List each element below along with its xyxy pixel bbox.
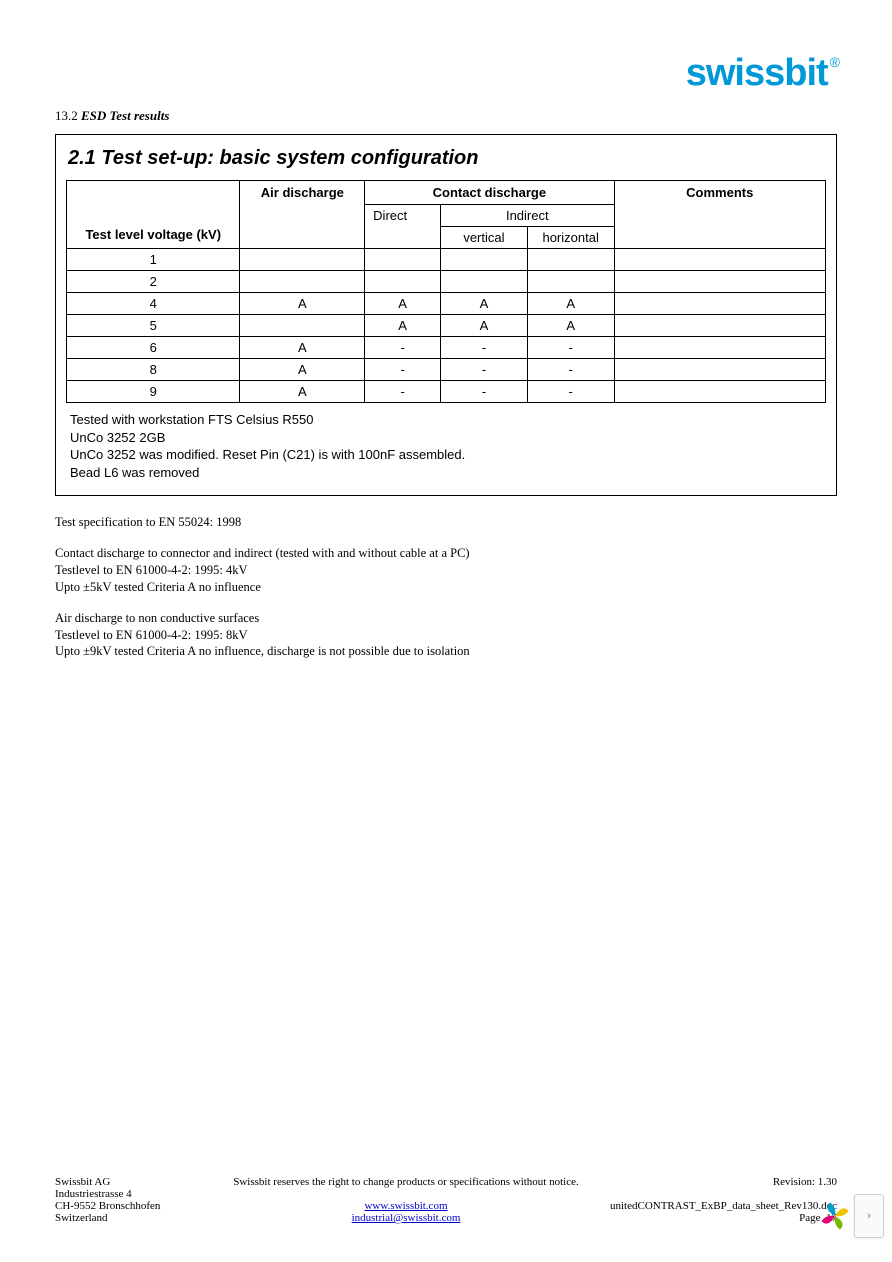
- table-cell: [527, 271, 614, 293]
- spec-line: Contact discharge to connector and indir…: [55, 545, 837, 562]
- table-row: 9A---: [67, 381, 826, 403]
- brand-logo: swissbit®: [686, 52, 837, 95]
- table-cell: A: [240, 381, 365, 403]
- col-comments: Comments: [614, 181, 825, 249]
- page-footer: Swissbit AG Industriestrasse 4 CH-9552 B…: [55, 1176, 837, 1224]
- table-cell: -: [527, 359, 614, 381]
- spec-line: Upto ±9kV tested Criteria A no influence…: [55, 643, 837, 660]
- table-cell: [240, 315, 365, 337]
- table-cell: [441, 271, 528, 293]
- col-air: Air discharge: [240, 181, 365, 249]
- table-row: 8A---: [67, 359, 826, 381]
- footer-country: Switzerland: [55, 1212, 205, 1224]
- col-test-level: Test level voltage (kV): [67, 181, 240, 249]
- table-row: 2: [67, 271, 826, 293]
- note-line: Bead L6 was removed: [70, 464, 826, 482]
- table-cell: A: [240, 293, 365, 315]
- col-vertical: vertical: [441, 227, 528, 249]
- section-title: ESD Test results: [81, 108, 169, 123]
- table-cell: -: [365, 359, 441, 381]
- table-cell: [614, 249, 825, 271]
- table-cell: -: [527, 337, 614, 359]
- table-cell: [614, 271, 825, 293]
- next-page-button[interactable]: ›: [854, 1194, 884, 1238]
- table-cell: [614, 381, 825, 403]
- spec-line: Test specification to EN 55024: 1998: [55, 514, 837, 531]
- footer-revision: Revision: 1.30: [607, 1176, 837, 1188]
- spec-text: Test specification to EN 55024: 1998 Con…: [55, 514, 837, 660]
- table-row: 4AAAA: [67, 293, 826, 315]
- note-line: UnCo 3252 2GB: [70, 429, 826, 447]
- table-cell: [240, 271, 365, 293]
- table-cell: 6: [67, 337, 240, 359]
- spec-line: Upto ±5kV tested Criteria A no influence: [55, 579, 837, 596]
- section-heading: 13.2 ESD Test results: [55, 108, 837, 124]
- table-cell: [365, 249, 441, 271]
- viewer-corner-widget: ›: [818, 1194, 884, 1238]
- table-cell: [527, 249, 614, 271]
- spec-line: Testlevel to EN 61000-4-2: 1995: 4kV: [55, 562, 837, 579]
- table-cell: A: [441, 293, 528, 315]
- col-contact: Contact discharge: [365, 181, 614, 205]
- table-cell: -: [441, 359, 528, 381]
- table-cell: -: [441, 337, 528, 359]
- logo-text: swissbit: [686, 52, 828, 94]
- spec-line: Testlevel to EN 61000-4-2: 1995: 8kV: [55, 627, 837, 644]
- registered-mark: ®: [830, 54, 839, 70]
- chevron-right-icon: ›: [867, 1208, 872, 1224]
- test-card: 2.1 Test set-up: basic system configurat…: [55, 134, 837, 496]
- table-cell: 1: [67, 249, 240, 271]
- table-cell: A: [240, 359, 365, 381]
- table-cell: [365, 271, 441, 293]
- footer-notice: Swissbit reserves the right to change pr…: [205, 1176, 607, 1188]
- table-cell: [614, 315, 825, 337]
- esd-results-table: Test level voltage (kV) Air discharge Co…: [66, 180, 826, 403]
- table-cell: [614, 293, 825, 315]
- footer-address: Swissbit AG Industriestrasse 4 CH-9552 B…: [55, 1176, 205, 1224]
- footer-city: CH-9552 Bronschhofen: [55, 1200, 205, 1212]
- footer-filename: unitedCONTRAST_ExBP_data_sheet_Rev130.do…: [607, 1200, 837, 1212]
- col-indirect: Indirect: [441, 205, 614, 227]
- section-number: 13.2: [55, 108, 78, 123]
- table-cell: -: [527, 381, 614, 403]
- table-cell: A: [365, 293, 441, 315]
- col-horizontal: horizontal: [527, 227, 614, 249]
- col-direct: Direct: [365, 205, 441, 249]
- note-line: UnCo 3252 was modified. Reset Pin (C21) …: [70, 446, 826, 464]
- note-line: Tested with workstation FTS Celsius R550: [70, 411, 826, 429]
- footer-email-link[interactable]: industrial@swissbit.com: [352, 1212, 461, 1224]
- table-row: 6A---: [67, 337, 826, 359]
- table-cell: A: [441, 315, 528, 337]
- table-cell: [441, 249, 528, 271]
- pinwheel-icon: [818, 1199, 852, 1233]
- footer-company: Swissbit AG: [55, 1176, 205, 1188]
- table-cell: -: [365, 337, 441, 359]
- table-cell: [614, 359, 825, 381]
- table-cell: 4: [67, 293, 240, 315]
- card-notes: Tested with workstation FTS Celsius R550…: [66, 411, 826, 481]
- table-cell: 2: [67, 271, 240, 293]
- table-cell: A: [527, 293, 614, 315]
- table-cell: A: [365, 315, 441, 337]
- table-cell: [240, 249, 365, 271]
- spec-line: Air discharge to non conductive surfaces: [55, 610, 837, 627]
- footer-street: Industriestrasse 4: [55, 1188, 205, 1200]
- table-cell: [614, 337, 825, 359]
- card-title: 2.1 Test set-up: basic system configurat…: [66, 143, 826, 180]
- table-cell: 8: [67, 359, 240, 381]
- footer-web-link[interactable]: www.swissbit.com: [364, 1200, 447, 1212]
- table-row: 1: [67, 249, 826, 271]
- table-row: 5AAA: [67, 315, 826, 337]
- table-cell: -: [365, 381, 441, 403]
- table-cell: -: [441, 381, 528, 403]
- table-cell: A: [240, 337, 365, 359]
- table-cell: 5: [67, 315, 240, 337]
- table-cell: A: [527, 315, 614, 337]
- table-cell: 9: [67, 381, 240, 403]
